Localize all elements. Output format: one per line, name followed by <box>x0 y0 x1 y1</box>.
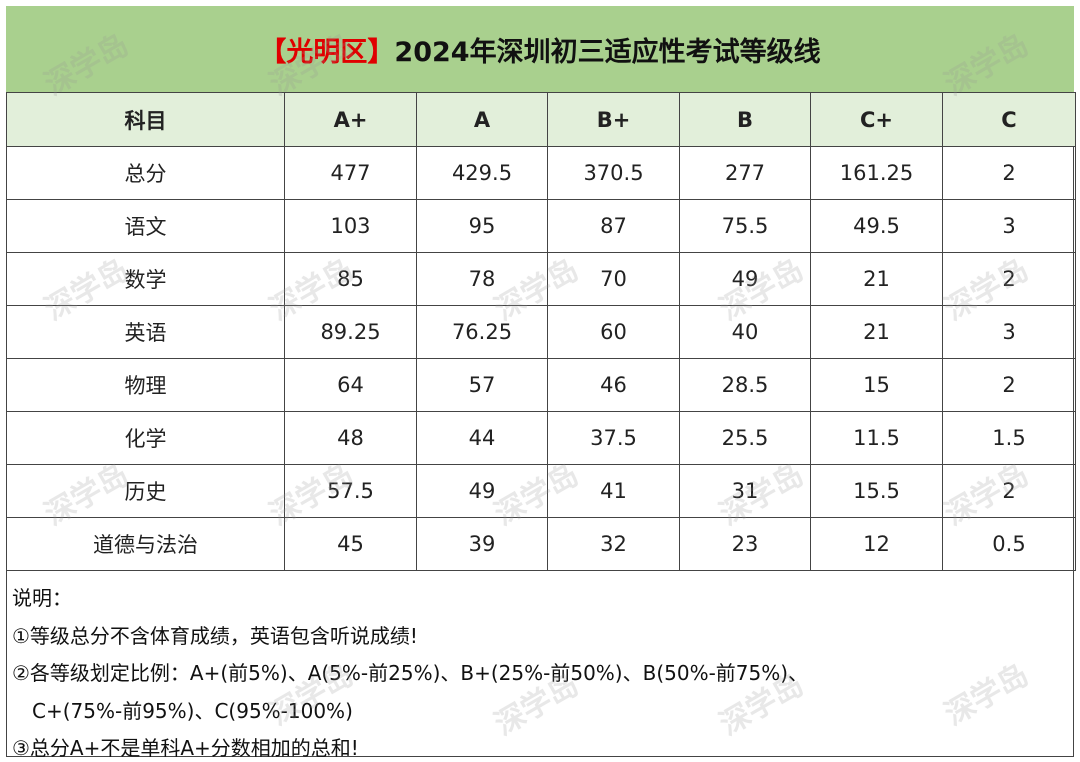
subject-cell: 语文 <box>6 199 285 253</box>
subject-cell: 总分 <box>6 146 285 200</box>
score-cell: 89.25 <box>284 305 417 359</box>
score-cell: 70 <box>547 252 680 306</box>
title-main: 2024年深圳初三适应性考试等级线 <box>394 36 821 68</box>
header-cell: B <box>679 92 811 147</box>
score-cell: 103 <box>284 199 417 253</box>
score-cell: 12 <box>810 517 943 571</box>
score-cell: 21 <box>810 305 943 359</box>
score-cell: 57 <box>416 358 548 412</box>
table-row: 语文 103 95 87 75.5 49.5 3 <box>6 199 1076 253</box>
score-cell: 76.25 <box>416 305 548 359</box>
score-cell: 0.5 <box>942 517 1076 571</box>
subject-cell: 道德与法治 <box>6 517 285 571</box>
score-cell: 15 <box>810 358 943 412</box>
header-cell: 科目 <box>6 92 285 147</box>
score-cell: 2 <box>942 252 1076 306</box>
score-cell: 75.5 <box>679 199 811 253</box>
score-cell: 477 <box>284 146 417 200</box>
subject-cell: 历史 <box>6 464 285 518</box>
score-cell: 41 <box>547 464 680 518</box>
table-row: 化学 48 44 37.5 25.5 11.5 1.5 <box>6 411 1076 465</box>
score-cell: 429.5 <box>416 146 548 200</box>
score-cell: 64 <box>284 358 417 412</box>
score-cell: 2 <box>942 146 1076 200</box>
score-cell: 370.5 <box>547 146 680 200</box>
score-cell: 78 <box>416 252 548 306</box>
score-cell: 57.5 <box>284 464 417 518</box>
score-cell: 2 <box>942 464 1076 518</box>
score-cell: 87 <box>547 199 680 253</box>
score-cell: 85 <box>284 252 417 306</box>
table-row: 道德与法治 45 39 32 23 12 0.5 <box>6 517 1076 571</box>
score-cell: 3 <box>942 199 1076 253</box>
score-cell: 21 <box>810 252 943 306</box>
table-row: 总分 477 429.5 370.5 277 161.25 2 <box>6 146 1076 200</box>
note-line: C+(75%-前95%)、C(95%-100%) <box>32 698 353 723</box>
score-cell: 277 <box>679 146 811 200</box>
score-cell: 3 <box>942 305 1076 359</box>
header-cell: C <box>942 92 1076 147</box>
score-cell: 15.5 <box>810 464 943 518</box>
subject-cell: 物理 <box>6 358 285 412</box>
note-line: ②各等级划定比例：A+(前5%)、A(5%-前25%)、B+(25%-前50%)… <box>12 661 809 685</box>
score-cell: 32 <box>547 517 680 571</box>
score-cell: 48 <box>284 411 417 465</box>
notes-heading: 说明： <box>12 586 72 610</box>
header-cell: C+ <box>810 92 943 147</box>
score-cell: 11.5 <box>810 411 943 465</box>
score-cell: 39 <box>416 517 548 571</box>
score-cell: 31 <box>679 464 811 518</box>
score-cell: 49 <box>679 252 811 306</box>
score-cell: 45 <box>284 517 417 571</box>
header-row: 科目 A+ A B+ B C+ C <box>6 92 1076 147</box>
score-cell: 46 <box>547 358 680 412</box>
score-cell: 2 <box>942 358 1076 412</box>
title-district: 【光明区】 <box>259 36 395 68</box>
score-cell: 23 <box>679 517 811 571</box>
score-cell: 161.25 <box>810 146 943 200</box>
subject-cell: 英语 <box>6 305 285 359</box>
table-row: 物理 64 57 46 28.5 15 2 <box>6 358 1076 412</box>
table-row: 数学 85 78 70 49 21 2 <box>6 252 1076 306</box>
grade-table: 科目 A+ A B+ B C+ C 总分 477 429.5 370.5 277 161.25 2 语文 10… <box>6 92 1076 571</box>
header-cell: A+ <box>284 92 417 147</box>
table-row: 历史 57.5 49 41 31 15.5 2 <box>6 464 1076 518</box>
subject-cell: 化学 <box>6 411 285 465</box>
score-cell: 49.5 <box>810 199 943 253</box>
title-bar: 【光明区】 2024年深圳初三适应性考试等级线 <box>6 6 1074 93</box>
score-cell: 1.5 <box>942 411 1076 465</box>
note-line: ③总分A+不是单科A+分数相加的总和! <box>12 736 359 760</box>
score-cell: 60 <box>547 305 680 359</box>
subject-cell: 数学 <box>6 252 285 306</box>
score-cell: 40 <box>679 305 811 359</box>
score-cell: 95 <box>416 199 548 253</box>
score-cell: 28.5 <box>679 358 811 412</box>
note-line: ①等级总分不含体育成绩，英语包含听说成绩! <box>12 623 418 648</box>
header-cell: A <box>416 92 548 147</box>
notes: 说明： ①等级总分不含体育成绩，英语包含听说成绩! ②各等级划定比例：A+(前5%… <box>12 580 808 762</box>
score-cell: 37.5 <box>547 411 680 465</box>
score-cell: 49 <box>416 464 548 518</box>
score-cell: 44 <box>416 411 548 465</box>
score-cell: 25.5 <box>679 411 811 465</box>
header-cell: B+ <box>547 92 680 147</box>
table-row: 英语 89.25 76.25 60 40 21 3 <box>6 305 1076 359</box>
